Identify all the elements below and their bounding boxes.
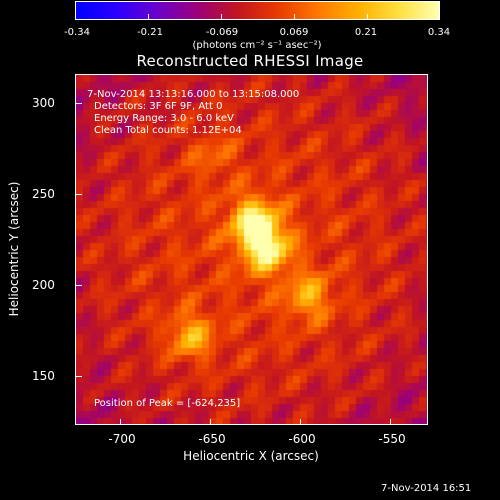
y-tick-label: 200 [32, 278, 55, 292]
colorbar-tick-label: 0.34 [427, 27, 451, 38]
x-tick-label: -700 [108, 432, 136, 446]
colorbar [75, 1, 440, 20]
y-tick [76, 103, 82, 104]
x-tick [210, 419, 211, 425]
annotation-detectors: Detectors: 3F 6F 9F, Att 0 [94, 101, 223, 112]
colorbar-tick [221, 14, 222, 20]
x-tick-label: -600 [288, 432, 316, 446]
annotation-energy: Energy Range: 3.0 - 6.0 keV [94, 113, 234, 124]
y-axis-label: Heliocentric Y (arcsec) [7, 181, 21, 317]
annotation-clean: Clean Total counts: 1.12E+04 [94, 125, 242, 136]
annotation-peak: Position of Peak = [-624,235] [94, 398, 241, 409]
annotation-time: 7-Nov-2014 13:13:16.000 to 13:15:08.000 [87, 89, 300, 100]
y-tick [76, 376, 82, 377]
x-tick-label: -550 [378, 432, 406, 446]
colorbar-tick-label: -0.34 [64, 27, 90, 38]
colorbar-tick [75, 14, 76, 20]
colorbar-tick [439, 14, 440, 20]
colorbar-tick [294, 14, 295, 20]
image-title: Reconstructed RHESSI Image [136, 52, 364, 70]
colorbar-tick [148, 14, 149, 20]
x-tick [300, 419, 301, 425]
colorbar-tick-label: 0.21 [354, 27, 378, 38]
y-tick-label: 300 [32, 96, 55, 110]
colorbar-tick-label: -0.21 [137, 27, 163, 38]
y-tick-label: 150 [32, 369, 55, 383]
y-tick-label: 250 [32, 187, 55, 201]
x-tick [390, 419, 391, 425]
x-tick [120, 419, 121, 425]
heatmap-image [76, 75, 427, 424]
colorbar-tick-label: -0.069 [205, 27, 239, 38]
y-tick [76, 194, 82, 195]
y-tick [76, 285, 82, 286]
x-tick-label: -650 [198, 432, 226, 446]
colorbar-units: (photons cm⁻² s⁻¹ asec⁻²) [192, 40, 322, 51]
x-axis-label: Heliocentric X (arcsec) [183, 449, 319, 463]
image-plot: 7-Nov-2014 13:13:16.000 to 13:15:08.000 … [75, 74, 428, 425]
colorbar-tick-label: 0.069 [279, 27, 309, 38]
colorbar-tick [367, 14, 368, 20]
timestamp: 7-Nov-2014 16:51 [381, 483, 472, 494]
